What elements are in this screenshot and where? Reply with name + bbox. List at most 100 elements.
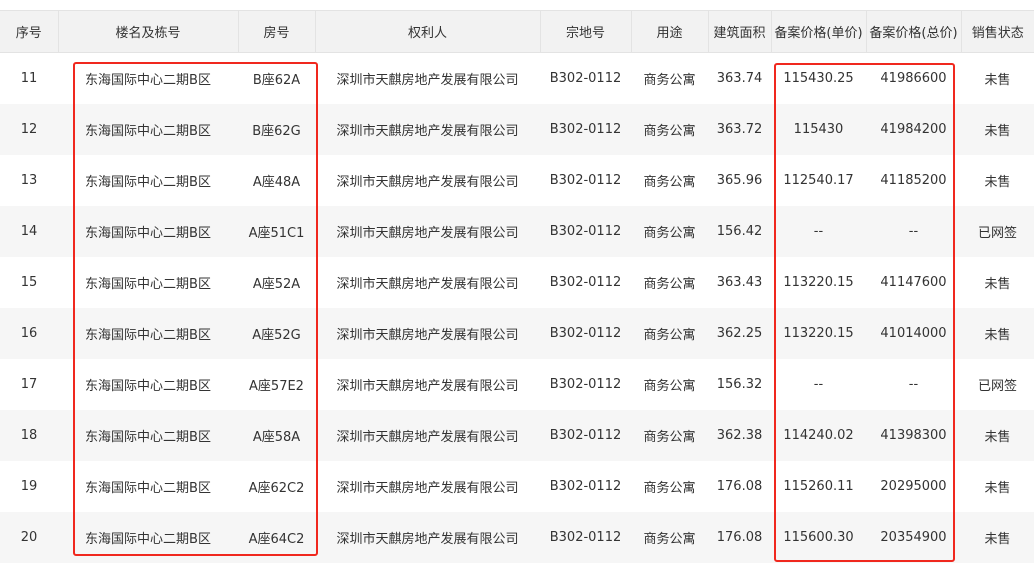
- cell-building: 东海国际中心二期B区: [85, 175, 211, 190]
- cell-owner: 深圳市天麒房地产发展有限公司: [315, 512, 540, 563]
- cell-building: 东海国际中心二期B区: [85, 379, 211, 394]
- cell-room: A座58A: [238, 410, 315, 461]
- cell-room: B座62A: [252, 73, 301, 88]
- cell-usage: 商务公寓: [631, 410, 708, 461]
- header-usage: 用途: [630, 10, 708, 53]
- cell-parcel: B302-0112: [540, 104, 631, 155]
- cell-parcel: B302-0112: [540, 512, 631, 563]
- cell-total-price: 41014000: [866, 308, 961, 359]
- header-parcel: 宗地号: [539, 10, 631, 53]
- cell-usage: 商务公寓: [643, 73, 696, 88]
- cell-room: B座62G: [238, 104, 315, 155]
- cell-unit-price: 115430.25: [783, 71, 854, 86]
- cell-index: 17: [20, 377, 38, 392]
- cell-index: 13: [20, 173, 38, 188]
- cell-index: 19: [20, 479, 38, 494]
- cell-parcel: B302-0112: [540, 206, 631, 257]
- table-row: 15 东海国际中心二期B区 A座52A 深圳市天麒房地产发展有限公司 B302-0112…: [0, 257, 1034, 308]
- cell-area: 365.96: [716, 173, 763, 188]
- presale-units-table: 序号 楼名及栋号 房号 权利人 宗地号 用途 建筑面积 备案价格(单价) 备案价格(总价) 销售状…: [0, 10, 1034, 563]
- cell-owner: 深圳市天麒房地产发展有限公司: [315, 206, 540, 257]
- table-row: 16 东海国际中心二期B区 A座52G 深圳市天麒房地产发展有限公司 B302-0112…: [0, 308, 1034, 359]
- cell-total-price: 41185200: [880, 173, 947, 188]
- cell-sale-status: 未售: [961, 512, 1034, 563]
- header-total-price: 备案价格(总价): [865, 10, 961, 53]
- table-row: 13 东海国际中心二期B区 A座48A 深圳市天麒房地产发展有限公司 B302-0112…: [0, 155, 1034, 206]
- cell-sale-status: 已网签: [961, 206, 1034, 257]
- cell-index: 12: [0, 104, 58, 155]
- cell-index: 14: [0, 206, 58, 257]
- cell-unit-price: 115600.30: [771, 512, 866, 563]
- cell-area: 363.43: [716, 275, 763, 290]
- cell-owner: 深圳市天麒房地产发展有限公司: [336, 277, 519, 292]
- cell-area: 176.08: [708, 512, 771, 563]
- cell-usage: 商务公寓: [631, 206, 708, 257]
- cell-index: 15: [20, 275, 38, 290]
- cell-area: 363.72: [708, 104, 771, 155]
- cell-parcel: B302-0112: [549, 173, 622, 188]
- table-row: 11 东海国际中心二期B区 B座62A 深圳市天麒房地产发展有限公司 B302-0112…: [0, 53, 1034, 105]
- cell-parcel: B302-0112: [540, 410, 631, 461]
- cell-building: 东海国际中心二期B区: [85, 73, 211, 88]
- header-index: 序号: [0, 10, 58, 53]
- header-owner: 权利人: [314, 10, 540, 53]
- cell-room: A座52A: [252, 277, 301, 292]
- cell-parcel: B302-0112: [549, 275, 622, 290]
- cell-room: A座51C1: [238, 206, 315, 257]
- cell-total-price: --: [866, 206, 961, 257]
- cell-building: 东海国际中心二期B区: [58, 206, 238, 257]
- cell-total-price: 41986600: [880, 71, 947, 86]
- table-row: 17 东海国际中心二期B区 A座57E2 深圳市天麒房地产发展有限公司 B302-011…: [0, 359, 1034, 410]
- cell-total-price: 20295000: [880, 479, 947, 494]
- cell-area: 176.08: [716, 479, 763, 494]
- cell-owner: 深圳市天麒房地产发展有限公司: [315, 308, 540, 359]
- cell-total-price: 41147600: [880, 275, 947, 290]
- header-room: 房号: [237, 10, 315, 53]
- cell-sale-status: 已网签: [977, 379, 1017, 394]
- cell-building: 东海国际中心二期B区: [85, 481, 211, 496]
- cell-owner: 深圳市天麒房地产发展有限公司: [315, 104, 540, 155]
- cell-index: 20: [0, 512, 58, 563]
- table-row: 12 东海国际中心二期B区 B座62G 深圳市天麒房地产发展有限公司 B302-0112…: [0, 104, 1034, 155]
- cell-usage: 商务公寓: [631, 104, 708, 155]
- cell-unit-price: 115260.11: [783, 479, 854, 494]
- header-sale-status: 销售状态: [960, 10, 1034, 53]
- table-row: 14 东海国际中心二期B区 A座51C1 深圳市天麒房地产发展有限公司 B302-011…: [0, 206, 1034, 257]
- cell-building: 东海国际中心二期B区: [58, 104, 238, 155]
- cell-area: 156.32: [716, 377, 763, 392]
- cell-owner: 深圳市天麒房地产发展有限公司: [336, 175, 519, 190]
- cell-usage: 商务公寓: [631, 308, 708, 359]
- cell-usage: 商务公寓: [643, 481, 696, 496]
- cell-building: 东海国际中心二期B区: [58, 512, 238, 563]
- cell-area: 156.42: [708, 206, 771, 257]
- table-row: 19 东海国际中心二期B区 A座62C2 深圳市天麒房地产发展有限公司 B302-011…: [0, 461, 1034, 512]
- cell-unit-price: 115430: [771, 104, 866, 155]
- cell-unit-price: --: [771, 206, 866, 257]
- cell-building: 东海国际中心二期B区: [58, 410, 238, 461]
- cell-sale-status: 未售: [984, 175, 1011, 190]
- cell-sale-status: 未售: [961, 308, 1034, 359]
- cell-parcel: B302-0112: [549, 377, 622, 392]
- cell-room: A座52G: [238, 308, 315, 359]
- cell-sale-status: 未售: [961, 410, 1034, 461]
- cell-parcel: B302-0112: [540, 308, 631, 359]
- header-building: 楼名及栋号: [57, 10, 238, 53]
- cell-unit-price: 113220.15: [783, 275, 854, 290]
- cell-sale-status: 未售: [984, 481, 1011, 496]
- cell-owner: 深圳市天麒房地产发展有限公司: [336, 379, 519, 394]
- cell-building: 东海国际中心二期B区: [85, 277, 211, 292]
- cell-building: 东海国际中心二期B区: [58, 308, 238, 359]
- cell-total-price: --: [908, 377, 919, 392]
- cell-room: A座48A: [252, 175, 301, 190]
- table-row: 20 东海国际中心二期B区 A座64C2 深圳市天麒房地产发展有限公司 B302-011…: [0, 512, 1034, 563]
- cell-unit-price: 113220.15: [771, 308, 866, 359]
- cell-room: A座57E2: [249, 379, 304, 394]
- cell-unit-price: 114240.02: [771, 410, 866, 461]
- cell-unit-price: --: [813, 377, 824, 392]
- cell-area: 363.74: [716, 71, 763, 86]
- cell-total-price: 41984200: [866, 104, 961, 155]
- cell-sale-status: 未售: [984, 73, 1011, 88]
- cell-total-price: 41398300: [866, 410, 961, 461]
- header-unit-price: 备案价格(单价): [770, 10, 866, 53]
- cell-unit-price: 112540.17: [783, 173, 854, 188]
